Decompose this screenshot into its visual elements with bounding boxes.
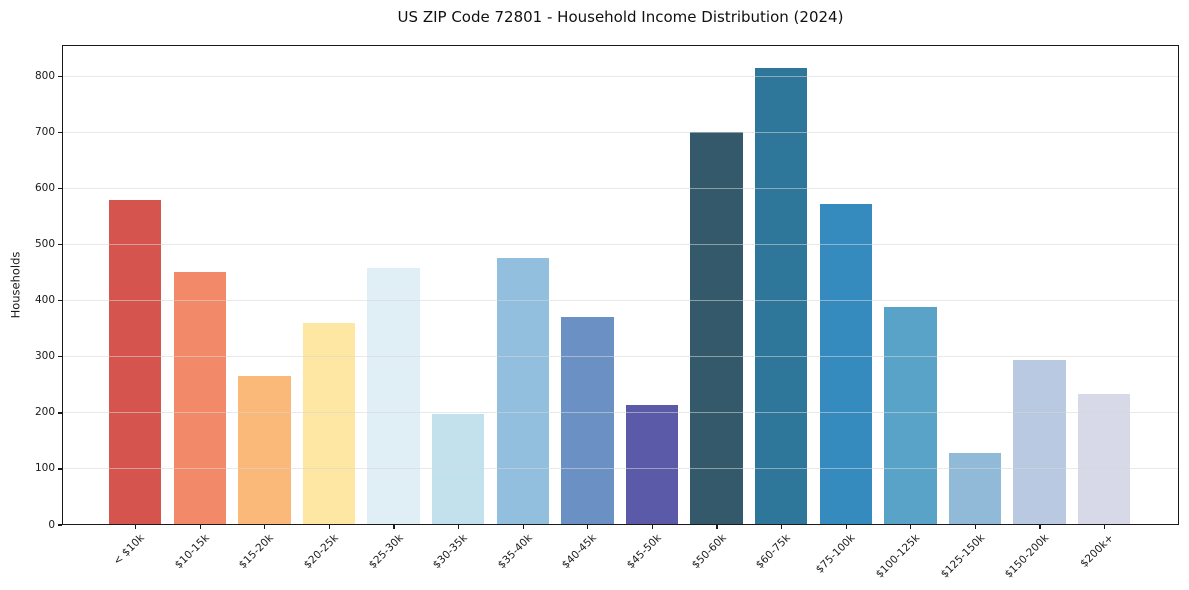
bar-$50-60k: [690, 132, 743, 524]
bar-$100-125k: [884, 307, 937, 524]
y-tick-label: 400: [34, 294, 55, 307]
bar-$200k+: [1077, 393, 1131, 524]
y-axis-label: Households: [6, 45, 24, 525]
gridline-y-700: [63, 131, 1178, 133]
x-tick-mark: [393, 525, 395, 529]
x-tick-mark: [651, 525, 653, 529]
bar-$25-30k: [367, 267, 420, 524]
x-tick-label: $100-125k: [873, 532, 923, 581]
y-tick-label: 500: [34, 238, 55, 251]
x-tick-mark: [522, 525, 524, 529]
y-tick-label: 300: [34, 350, 55, 363]
gridline-y-100: [63, 468, 1178, 470]
x-tick-label: $25-30k: [366, 532, 406, 572]
y-tick-mark: [58, 300, 62, 302]
y-axis-label-text: Households: [8, 251, 23, 319]
bar-$10-15k: [173, 271, 227, 524]
gridline-y-300: [63, 356, 1178, 358]
y-tick-mark: [58, 468, 62, 470]
x-tick-label: $15-20k: [237, 532, 277, 572]
x-tick-mark: [199, 525, 201, 529]
plot-area: [62, 45, 1179, 525]
y-tick-mark: [58, 131, 62, 134]
x-tick-mark: [845, 525, 847, 529]
gridline-y-400: [63, 300, 1178, 302]
bar-$20-25k: [302, 322, 356, 524]
y-tick-mark: [58, 412, 62, 414]
x-tick-mark: [587, 525, 589, 529]
y-tick-mark: [58, 244, 62, 246]
bar-$40-45k: [561, 316, 614, 524]
gridline-y-500: [63, 243, 1178, 245]
x-tick-label: $50-60k: [689, 532, 729, 572]
x-tick-mark: [716, 525, 718, 529]
bar-$125-150k: [948, 453, 1002, 524]
x-tick-mark: [264, 525, 266, 529]
x-tick-label: $20-25k: [301, 532, 341, 572]
gridline-y-600: [63, 187, 1178, 189]
chart-title: US ZIP Code 72801 - Household Income Dis…: [397, 8, 844, 26]
x-tick-mark: [910, 525, 912, 529]
y-tick-label: 200: [34, 406, 55, 419]
x-tick-label: < $10k: [111, 532, 147, 568]
y-tick-mark: [58, 75, 62, 78]
gridline-y-200: [63, 412, 1178, 414]
x-tick-mark: [134, 525, 137, 529]
x-tick-label: $45-50k: [624, 532, 664, 572]
x-tick-mark: [780, 525, 783, 529]
x-tick-mark: [457, 525, 460, 529]
y-tick-label: 600: [34, 182, 55, 195]
x-tick-label: $200k+: [1078, 532, 1116, 570]
x-tick-label: $75-100k: [813, 532, 858, 576]
y-tick-mark: [58, 187, 62, 190]
x-tick-label: $60-75k: [753, 532, 793, 572]
x-tick-label: $35-40k: [495, 532, 535, 572]
bar-$15-20k: [238, 375, 291, 524]
x-tick-mark: [974, 525, 976, 529]
y-tick-label: 0: [48, 518, 55, 531]
y-tick-label: 800: [34, 69, 55, 82]
bar-$75-100k: [819, 204, 873, 524]
y-tick-label: 700: [34, 125, 55, 138]
bar-$35-40k: [496, 258, 550, 524]
bar-$150-200k: [1013, 360, 1066, 524]
y-tick-label: 100: [34, 462, 55, 475]
x-tick-label: $150-200k: [1002, 532, 1052, 581]
y-tick-mark: [58, 356, 62, 358]
x-tick-label: $125-150k: [938, 532, 987, 581]
x-tick-mark: [1103, 525, 1106, 529]
bar-$60-75k: [754, 67, 808, 524]
bar-< $10k: [108, 199, 162, 524]
x-tick-label: $40-45k: [560, 532, 600, 572]
x-tick-mark: [328, 525, 330, 529]
x-tick-mark: [1039, 525, 1041, 529]
bar-$45-50k: [625, 404, 679, 524]
y-tick-mark: [58, 524, 62, 526]
x-tick-label: $30-35k: [430, 532, 470, 572]
gridline-y-800: [63, 75, 1178, 77]
x-tick-label: $10-15k: [172, 532, 212, 572]
